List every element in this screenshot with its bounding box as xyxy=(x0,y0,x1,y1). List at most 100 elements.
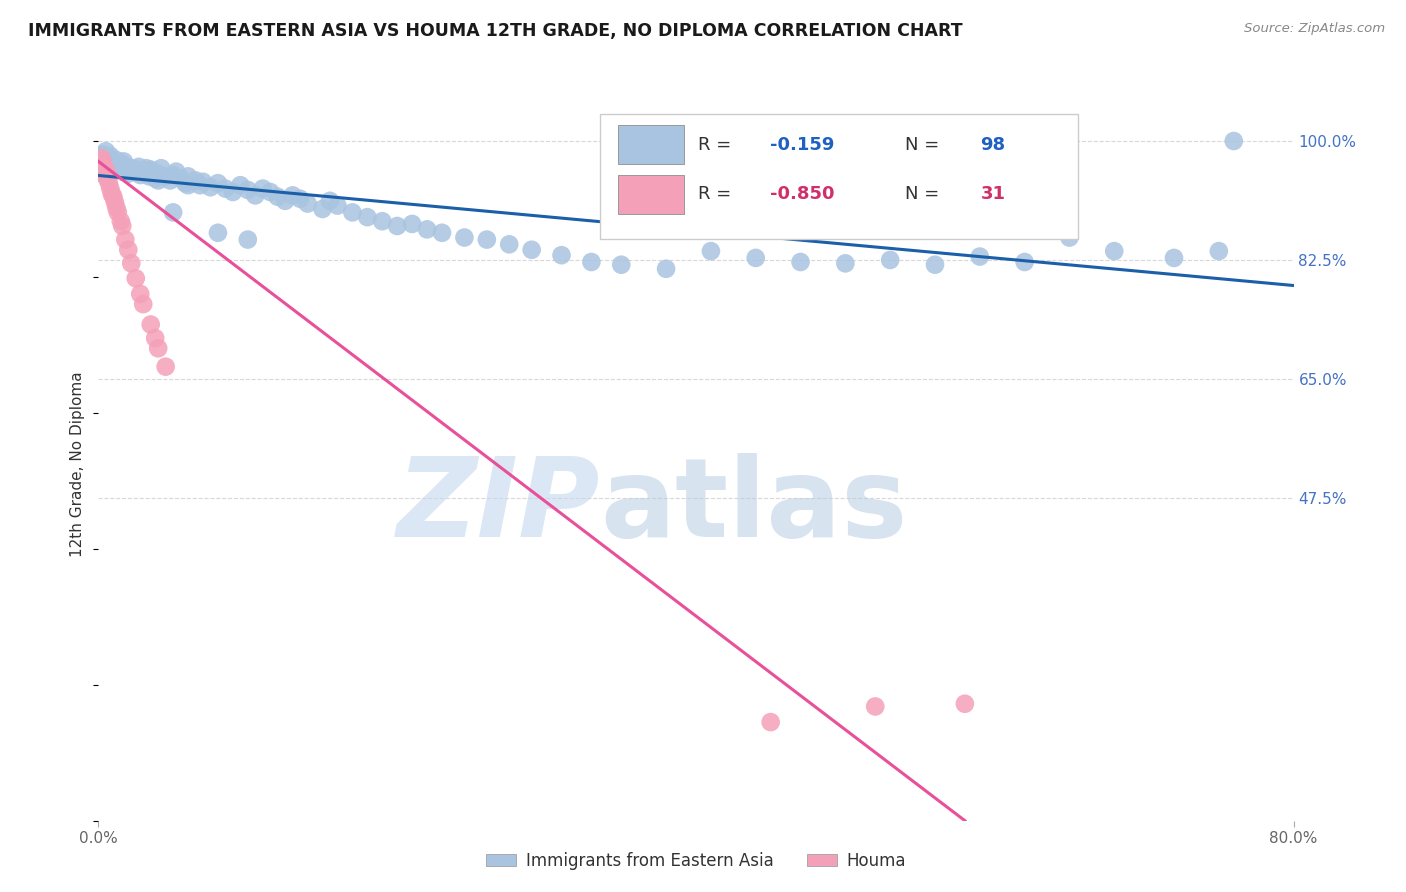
Point xyxy=(1014,255,1036,269)
Point xyxy=(91,147,114,161)
Point xyxy=(111,219,134,233)
Point xyxy=(100,161,122,176)
Text: -0.159: -0.159 xyxy=(770,136,834,153)
Point xyxy=(191,175,214,189)
Point xyxy=(135,161,157,176)
Point xyxy=(114,233,136,247)
Point xyxy=(177,178,200,193)
Point xyxy=(129,168,152,182)
Point xyxy=(229,178,252,193)
Point xyxy=(177,169,200,184)
Point xyxy=(110,214,132,228)
Point xyxy=(91,158,114,172)
Point xyxy=(103,159,125,173)
Point xyxy=(139,162,162,177)
FancyBboxPatch shape xyxy=(619,175,685,214)
Point xyxy=(581,255,603,269)
Point xyxy=(91,164,114,178)
Point xyxy=(93,168,115,182)
Point xyxy=(969,250,991,264)
Point xyxy=(550,248,572,262)
Point xyxy=(610,258,633,272)
Text: N =: N = xyxy=(905,136,945,153)
Point xyxy=(139,318,162,332)
Point xyxy=(148,173,170,187)
Point xyxy=(89,155,111,169)
Point xyxy=(498,237,520,252)
Point xyxy=(148,341,170,355)
Point xyxy=(124,164,146,178)
Point xyxy=(120,256,142,270)
Point xyxy=(94,162,117,177)
Point xyxy=(103,154,125,169)
Point xyxy=(162,168,184,182)
Point xyxy=(89,151,111,165)
Point xyxy=(112,154,135,169)
Point xyxy=(252,181,274,195)
Point xyxy=(96,155,118,169)
Point xyxy=(162,205,184,219)
Point xyxy=(188,178,211,193)
Point xyxy=(385,219,409,233)
Y-axis label: 12th Grade, No Diploma: 12th Grade, No Diploma xyxy=(70,371,86,557)
Point xyxy=(700,244,723,259)
Point xyxy=(129,287,152,301)
Point xyxy=(90,154,112,169)
Text: R =: R = xyxy=(699,186,737,203)
Point xyxy=(111,164,134,178)
Point xyxy=(101,164,124,178)
Text: 31: 31 xyxy=(980,186,1005,203)
Text: R =: R = xyxy=(699,136,737,153)
Point xyxy=(93,161,115,176)
FancyBboxPatch shape xyxy=(619,125,685,164)
Point xyxy=(96,171,118,186)
Point xyxy=(200,180,222,194)
Point xyxy=(520,243,543,257)
Point xyxy=(236,233,259,247)
Point xyxy=(90,161,112,176)
Point xyxy=(1208,244,1230,259)
Text: -0.850: -0.850 xyxy=(770,186,835,203)
Point xyxy=(311,202,333,216)
Point xyxy=(789,255,811,269)
Point xyxy=(416,222,439,236)
Point xyxy=(107,157,129,171)
Point xyxy=(125,162,148,177)
Point xyxy=(100,149,122,163)
Point xyxy=(108,161,131,176)
Point xyxy=(115,162,138,177)
Point xyxy=(1104,244,1126,259)
Point xyxy=(281,188,304,202)
Point xyxy=(371,214,394,228)
Point xyxy=(401,217,423,231)
Point xyxy=(101,187,124,202)
Point xyxy=(1163,251,1185,265)
Point xyxy=(104,195,127,210)
Point xyxy=(342,205,364,219)
Point xyxy=(879,252,901,267)
Point xyxy=(174,176,197,190)
Point xyxy=(288,192,311,206)
Point xyxy=(143,171,166,186)
Point xyxy=(326,198,349,212)
Point xyxy=(94,145,117,159)
Point xyxy=(107,205,129,219)
Point xyxy=(105,153,128,167)
Point xyxy=(90,151,112,165)
Point xyxy=(953,697,976,711)
Point xyxy=(1223,134,1246,148)
Point xyxy=(267,190,290,204)
Point xyxy=(128,160,150,174)
Point xyxy=(655,261,678,276)
Point xyxy=(132,297,155,311)
Point xyxy=(96,168,118,182)
Point xyxy=(165,164,187,178)
Point xyxy=(319,194,342,208)
Point xyxy=(100,181,122,195)
Legend: Immigrants from Eastern Asia, Houma: Immigrants from Eastern Asia, Houma xyxy=(479,846,912,877)
Point xyxy=(105,201,128,215)
Point xyxy=(103,190,125,204)
Point xyxy=(114,159,136,173)
Point xyxy=(110,155,132,169)
Point xyxy=(430,226,453,240)
